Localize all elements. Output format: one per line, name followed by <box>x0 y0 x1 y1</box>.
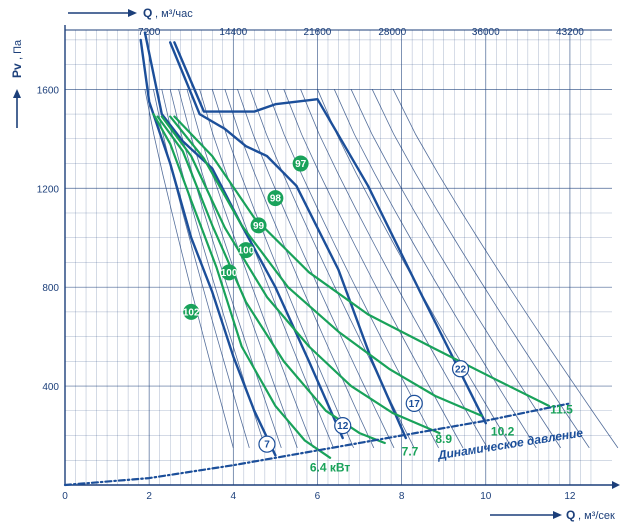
operating-ray <box>179 89 298 448</box>
x-tick-label: 8 <box>399 491 405 502</box>
x-tick-label: 12 <box>564 491 576 502</box>
top-tick-label: 21600 <box>304 27 332 38</box>
efficiency-marker-label: 97 <box>295 159 307 170</box>
x-tick-label: 0 <box>62 491 68 502</box>
top-axis-unit: , м³/час <box>155 8 193 20</box>
operating-ray <box>238 89 395 448</box>
power-label: 7.7 <box>402 444 419 458</box>
x-axis-arrow-icon <box>612 481 620 489</box>
operating-ray <box>372 89 589 448</box>
y-tick-label: 800 <box>42 283 59 294</box>
operating-ray <box>393 89 618 448</box>
curve-label-text: 22 <box>455 364 467 375</box>
bottom-title-arrow-icon <box>553 511 562 519</box>
power-label: 8.9 <box>435 432 452 446</box>
efficiency-marker-label: 100 <box>238 246 255 257</box>
top-tick-label: 43200 <box>556 27 584 38</box>
top-title-arrow-icon <box>128 9 137 17</box>
top-tick-label: 7200 <box>138 27 161 38</box>
y-tick-label: 1200 <box>37 184 60 195</box>
y-axis-symbol: Pv <box>10 63 24 78</box>
power-label: 11.5 <box>550 402 573 416</box>
power-label: 6.4 кВт <box>310 460 351 474</box>
top-tick-label: 14400 <box>219 27 247 38</box>
efficiency-marker-label: 102 <box>183 307 200 318</box>
top-axis-symbol: Q <box>143 6 152 20</box>
x-axis-unit: , м³/сек <box>578 510 615 522</box>
x-tick-label: 2 <box>146 491 152 502</box>
y-tick-label: 400 <box>42 382 59 393</box>
y-axis-title: Pv , Па <box>10 39 24 78</box>
top-tick-label: 36000 <box>472 27 500 38</box>
y-title-arrow-icon <box>13 89 21 98</box>
efficiency-marker-label: 100 <box>221 268 238 279</box>
x-axis-symbol: Q <box>566 508 575 522</box>
x-tick-label: 10 <box>480 491 492 502</box>
operating-ray <box>301 89 488 448</box>
curve-label-text: 17 <box>409 399 421 410</box>
x-tick-label: 6 <box>315 491 321 502</box>
x-tick-label: 4 <box>231 491 237 502</box>
efficiency-marker-label: 98 <box>270 194 282 205</box>
top-tick-label: 28000 <box>378 27 406 38</box>
efficiency-marker-label: 99 <box>253 221 265 232</box>
y-tick-label: 1600 <box>37 85 60 96</box>
operating-ray <box>351 89 561 448</box>
curve-label-text: 12 <box>337 421 349 432</box>
curve-label-text: 7 <box>264 440 270 451</box>
y-axis-unit: , Па <box>12 39 24 60</box>
